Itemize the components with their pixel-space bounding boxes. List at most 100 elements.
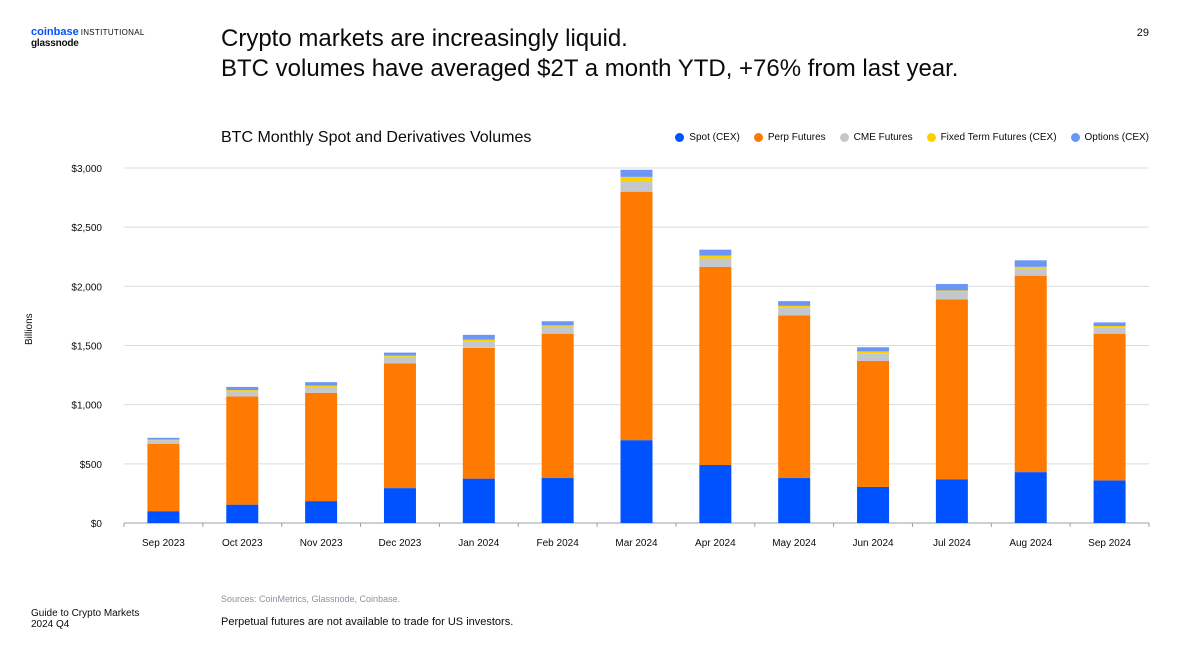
bar-segment <box>699 249 732 256</box>
bar-segment <box>226 391 259 397</box>
bar-segment <box>1014 268 1047 276</box>
bar-segment <box>462 339 495 342</box>
bar-segment <box>935 290 968 292</box>
bar-segment <box>620 181 653 192</box>
bar-segment <box>1014 260 1047 267</box>
x-tick-label: Jul 2024 <box>933 538 971 549</box>
bar-segment <box>620 440 653 523</box>
legend-label: Perp Futures <box>767 132 826 143</box>
bar-segment <box>541 333 574 479</box>
bar-segment <box>226 386 259 391</box>
x-tick-label: Mar 2024 <box>615 538 658 549</box>
bar-segment <box>147 439 180 441</box>
bar-segment <box>699 258 732 267</box>
bar-segment <box>935 299 968 480</box>
x-tick-label: Oct 2023 <box>222 538 263 549</box>
x-tick-label: Feb 2024 <box>537 538 580 549</box>
legend-label: Options (CEX) <box>1084 132 1149 143</box>
legend-item: CME Futures <box>839 132 913 143</box>
bar-segment <box>857 360 890 487</box>
x-tick-label: Sep 2023 <box>142 538 185 549</box>
bar-segment <box>699 266 732 466</box>
brand-logo: coinbase INSTITUTIONAL glassnode <box>31 27 145 50</box>
bar-segment <box>1014 275 1047 473</box>
bar-segment <box>226 396 259 505</box>
bar-segment <box>541 478 574 523</box>
chart-title: BTC Monthly Spot and Derivatives Volumes <box>221 129 532 146</box>
bar-segment <box>383 488 416 523</box>
bar-segment <box>541 321 574 326</box>
bar-segment <box>226 504 259 523</box>
footer-line-1: Guide to Crypto Markets <box>31 608 140 619</box>
bar-segment <box>620 169 653 177</box>
legend-item: Perp Futures <box>753 132 826 143</box>
bar-segment <box>383 352 416 356</box>
bar-segment <box>857 351 890 354</box>
x-tick-label: Jan 2024 <box>458 538 500 549</box>
bar-segment <box>541 326 574 334</box>
x-tick-label: May 2024 <box>772 538 816 549</box>
legend-swatch <box>753 133 763 142</box>
bar-segment <box>778 315 811 479</box>
bar-segment <box>1093 325 1126 328</box>
bar-segment <box>305 382 338 386</box>
y-tick-label: $2,500 <box>71 223 102 234</box>
bar-segment <box>699 255 732 259</box>
bar-segment <box>383 363 416 489</box>
bar-segment <box>383 355 416 357</box>
bar-segment <box>857 486 890 523</box>
bar-segment <box>699 465 732 523</box>
bar-segment <box>147 437 180 440</box>
headline-line-1: Crypto markets are increasingly liquid. <box>221 25 628 52</box>
bar-segment <box>1093 333 1126 481</box>
bar-segment <box>935 283 968 291</box>
y-tick-label: $1,000 <box>71 401 102 412</box>
page-number: 29 <box>1136 27 1149 39</box>
bar-segment <box>1014 472 1047 523</box>
legend-swatch <box>675 133 685 142</box>
bar-segment <box>778 301 811 306</box>
x-tick-label: Dec 2023 <box>379 538 422 549</box>
x-tick-label: Aug 2024 <box>1009 538 1052 549</box>
bar-segment <box>462 478 495 523</box>
bar-segment <box>778 305 811 308</box>
legend-swatch <box>926 133 936 142</box>
bar-segment <box>778 307 811 316</box>
glassnode-wordmark: glassnode <box>31 38 79 49</box>
headline: Crypto markets are increasingly liquid. … <box>221 24 958 84</box>
footer-line-2: 2024 Q4 <box>31 619 70 630</box>
bar-segment <box>462 341 495 348</box>
legend-swatch <box>1070 133 1080 142</box>
y-tick-label: $2,000 <box>71 282 102 293</box>
bar-segment <box>305 501 338 523</box>
bar-segment <box>857 353 890 361</box>
coinbase-institutional-logo: coinbase INSTITUTIONAL <box>31 27 145 38</box>
legend-swatch <box>839 133 849 142</box>
legend-item: Options (CEX) <box>1070 132 1149 143</box>
bar-segment <box>147 511 180 523</box>
bar-segment <box>1093 322 1126 326</box>
bar-segment <box>935 291 968 300</box>
legend-item: Fixed Term Futures (CEX) <box>926 132 1057 143</box>
y-tick-label: $1,500 <box>71 342 102 353</box>
bar-segment <box>620 191 653 441</box>
chart-legend: Spot (CEX) Perp Futures CME Futures Fixed T… <box>675 132 1149 143</box>
headline-line-2: BTC volumes have averaged $2T a month YT… <box>221 55 959 82</box>
bar-segment <box>935 479 968 523</box>
x-tick-label: Sep 2024 <box>1088 538 1131 549</box>
bar-segment <box>541 325 574 327</box>
x-tick-label: Apr 2024 <box>695 538 736 549</box>
bar-segment <box>1093 327 1126 334</box>
bar-segment <box>305 386 338 393</box>
bar-segment <box>462 334 495 340</box>
y-tick-label: $0 <box>91 519 103 530</box>
sources-note: Sources: CoinMetrics, Glassnode, Coinbas… <box>221 594 401 604</box>
bar-segment <box>1014 266 1047 269</box>
bar-segment <box>147 443 180 512</box>
y-tick-label: $500 <box>80 460 103 471</box>
x-tick-label: Nov 2023 <box>300 538 343 549</box>
bar-segment <box>226 390 259 392</box>
bar-segment <box>620 176 653 182</box>
institutional-wordmark: INSTITUTIONAL <box>80 28 145 37</box>
